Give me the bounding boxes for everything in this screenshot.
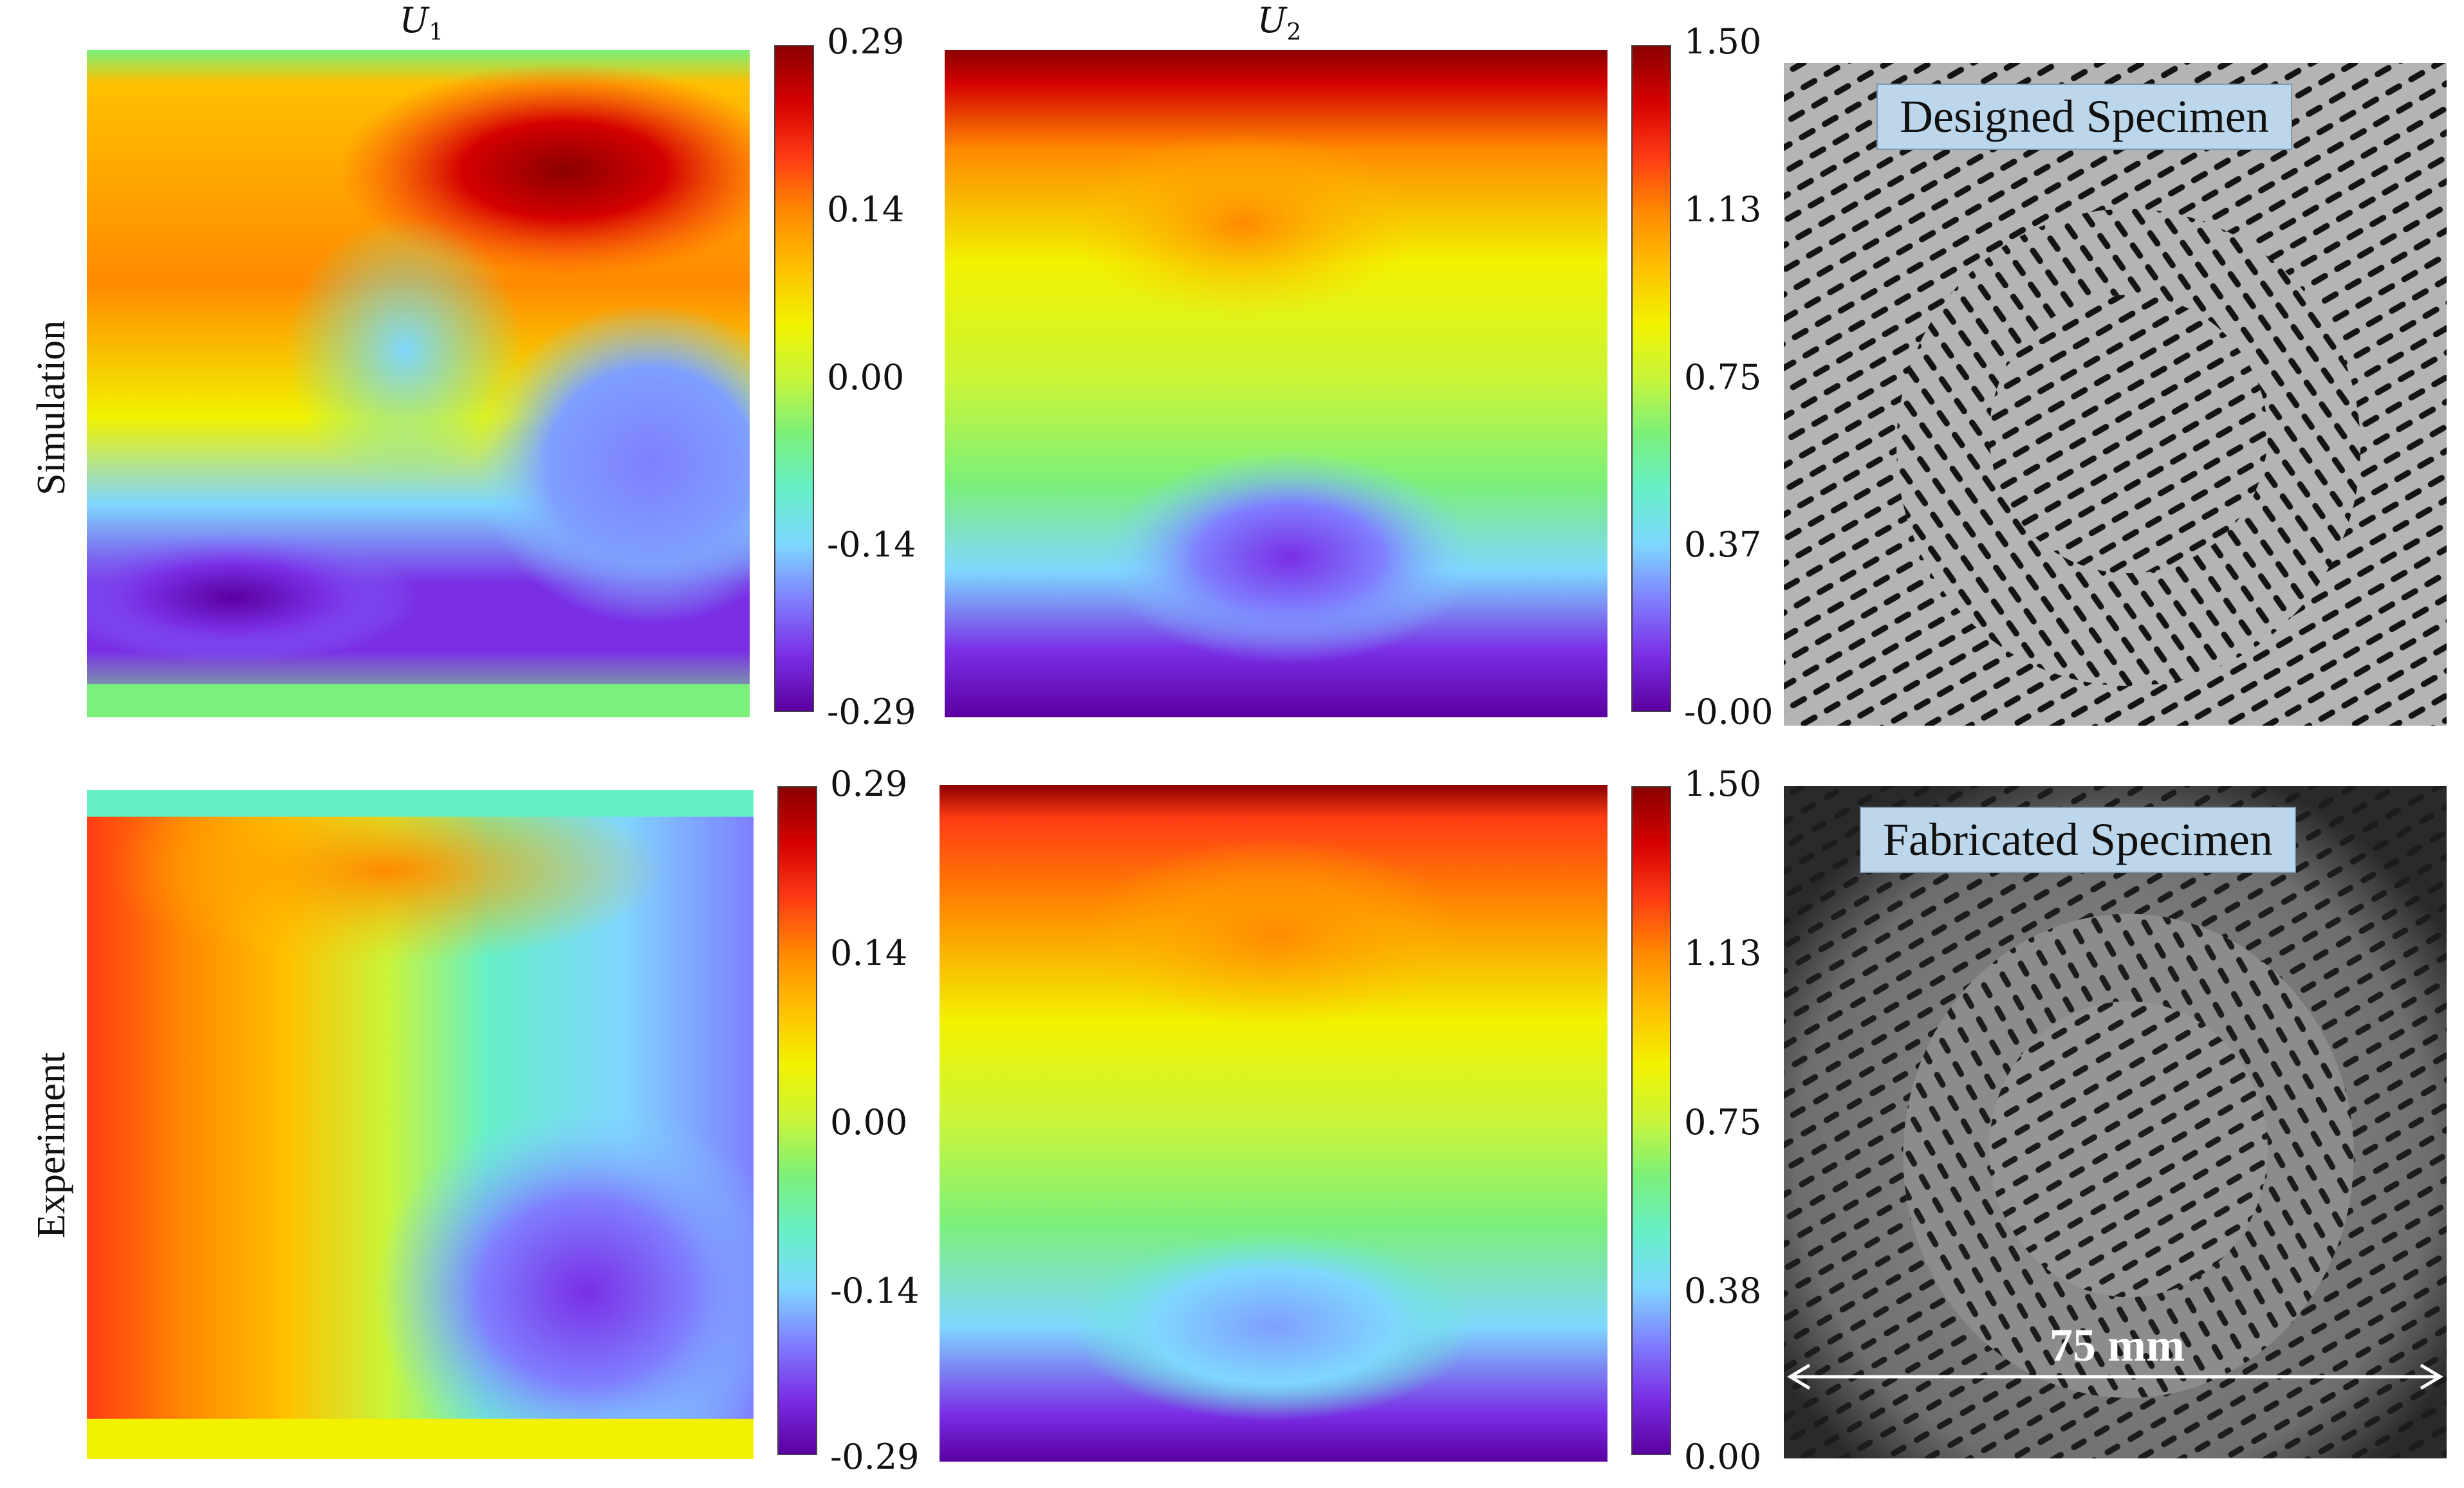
simulation-u1-field <box>87 50 750 717</box>
colorbar-tick-label: 0.29 <box>827 21 905 62</box>
colorbar-tick-label: 0.00 <box>827 357 905 398</box>
colorbar-tick-label: -0.29 <box>827 692 916 732</box>
colorbar-tick-label: 1.50 <box>1684 764 1762 804</box>
row-label-simulation: Simulation <box>30 320 73 495</box>
colorbar-tick-label: -0.14 <box>827 524 916 565</box>
colorbar-tick-label: 1.50 <box>1684 21 1762 62</box>
colorbar-tick-label: -0.00 <box>1684 692 1774 732</box>
colorbar-tick-label: 0.75 <box>1684 357 1762 398</box>
colorbar-tick-label: 1.13 <box>1684 933 1762 973</box>
colorbar-tick-label: -0.14 <box>830 1271 920 1311</box>
experiment-u2-colorbar <box>1631 786 1671 1455</box>
experiment-u1-colorbar <box>777 786 817 1455</box>
column-title-u1: U1 <box>399 0 444 46</box>
experiment-u2-field <box>940 785 1607 1462</box>
simulation-u1-colorbar <box>774 45 814 712</box>
experiment-u1-field <box>87 790 754 1459</box>
colorbar-tick-label: 0.00 <box>1684 1437 1762 1477</box>
colorbar-tick-label: -0.29 <box>830 1437 920 1477</box>
fabricated-specimen-label: Fabricated Specimen <box>1860 807 2296 873</box>
simulation-u2-colorbar <box>1631 45 1671 712</box>
scale-bar-arrow <box>1787 1363 2443 1390</box>
colorbar-tick-label: 0.14 <box>830 933 908 973</box>
colorbar-tick-label: 0.00 <box>830 1102 908 1143</box>
designed-specimen-label: Designed Specimen <box>1876 84 2292 150</box>
colorbar-tick-label: 1.13 <box>1684 189 1762 230</box>
colorbar-tick-label: 0.29 <box>830 764 908 804</box>
colorbar-tick-label: 0.37 <box>1684 524 1762 565</box>
designed-specimen-image <box>1784 63 2447 726</box>
colorbar-tick-label: 0.75 <box>1684 1102 1762 1143</box>
simulation-u2-field <box>945 50 1607 717</box>
scale-bar-label: 75 mm <box>2050 1319 2185 1371</box>
colorbar-tick-label: 0.14 <box>827 189 905 230</box>
fabricated-specimen-image <box>1784 786 2447 1458</box>
row-label-experiment: Experiment <box>30 1052 73 1238</box>
colorbar-tick-label: 0.38 <box>1684 1271 1762 1311</box>
column-title-u2: U2 <box>1257 0 1302 46</box>
